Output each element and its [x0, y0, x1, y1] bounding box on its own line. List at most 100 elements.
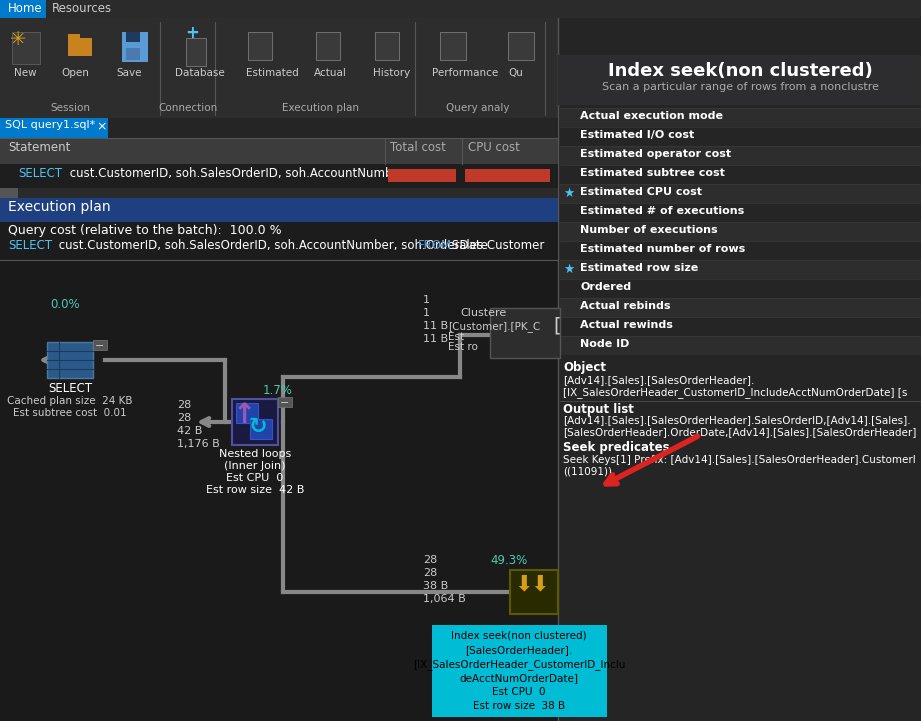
Text: SELECT: SELECT [8, 239, 52, 252]
Bar [440, 32, 466, 60]
Text: Est CPU  0: Est CPU 0 [492, 687, 546, 697]
Text: Est ro: Est ro [448, 342, 478, 352]
Bar [0, 188, 558, 198]
Text: deAcctNumOrderDate]: deAcctNumOrderDate] [460, 673, 578, 683]
Text: Index seek(non clustered): Index seek(non clustered) [451, 631, 587, 641]
Text: ((11091)): ((11091)) [563, 467, 612, 477]
Bar [560, 317, 921, 336]
Text: Performance: Performance [432, 68, 498, 78]
Text: Actual rewinds: Actual rewinds [580, 320, 673, 330]
Text: 38 B: 38 B [423, 581, 449, 591]
Text: History: History [373, 68, 410, 78]
Bar [558, 55, 921, 105]
Text: Clustere: Clustere [460, 308, 507, 318]
Bar [560, 336, 921, 355]
Text: ⬇: ⬇ [514, 574, 532, 594]
Text: Est: Est [448, 332, 464, 342]
Text: cust.CustomerID, soh.SalesOrderID, soh.AccountNumber,...: cust.CustomerID, soh.SalesOrderID, soh.A… [66, 167, 420, 180]
Text: ★: ★ [563, 187, 575, 200]
Text: Estimated # of executions: Estimated # of executions [580, 206, 744, 216]
Bar [68, 34, 80, 40]
Bar [560, 298, 921, 317]
Bar [560, 108, 921, 127]
Text: Object: Object [563, 361, 606, 374]
Text: [: [ [553, 316, 561, 335]
Text: Home: Home [8, 2, 42, 15]
Bar [625, 32, 655, 60]
Text: [SalesOrderHeader].OrderDate,[Adv14].[Sales].[SalesOrderHeader]: [SalesOrderHeader].OrderDate,[Adv14].[Sa… [563, 427, 916, 437]
Bar [0, 198, 558, 222]
Text: 28: 28 [423, 555, 437, 565]
Text: 28: 28 [177, 413, 192, 423]
Bar [248, 32, 272, 60]
Bar [560, 241, 921, 260]
Bar [558, 18, 921, 721]
Text: ↑: ↑ [233, 401, 256, 429]
Text: Ordered: Ordered [580, 282, 631, 292]
Bar [0, 222, 558, 260]
Text: Open: Open [61, 68, 88, 78]
Bar [0, 260, 558, 721]
Text: Qu: Qu [508, 68, 523, 78]
Text: Estimated: Estimated [246, 68, 298, 78]
Text: Query analy: Query analy [447, 103, 509, 113]
Text: [SalesOrderHeader].: [SalesOrderHeader]. [465, 645, 573, 655]
Text: Session: Session [50, 103, 90, 113]
Bar [560, 203, 921, 222]
Bar [432, 625, 607, 717]
Text: Estimated I/O cost: Estimated I/O cost [580, 130, 694, 140]
Bar [560, 127, 921, 146]
Bar [748, 32, 778, 60]
Bar [278, 397, 292, 407]
Bar [375, 32, 399, 60]
Text: 1.7%: 1.7% [263, 384, 293, 397]
Text: 49.3%: 49.3% [490, 554, 527, 567]
Text: [Adv14].[Sales].[SalesOrderHeader].SalesOrderID,[Adv14].[Sales].: [Adv14].[Sales].[SalesOrderHeader].Sales… [563, 415, 911, 425]
Text: −: − [95, 341, 104, 351]
Bar [0, 118, 558, 138]
Bar [685, 32, 715, 60]
Text: Save: Save [116, 68, 142, 78]
Text: 11 B: 11 B [423, 334, 449, 344]
Text: Nested loops: Nested loops [219, 449, 291, 459]
Text: Execution plan: Execution plan [8, 200, 111, 214]
Bar [560, 222, 921, 241]
Bar [0, 138, 558, 164]
Text: Total cost: Total cost [390, 141, 446, 154]
Text: Resources: Resources [52, 2, 112, 15]
Text: Actual execution mode: Actual execution mode [580, 111, 723, 121]
Bar [560, 146, 921, 165]
Text: SQL query1.sql*: SQL query1.sql* [5, 120, 95, 130]
Text: −: − [280, 398, 289, 408]
Bar [465, 169, 550, 182]
Text: ↻: ↻ [248, 417, 266, 437]
Text: New: New [14, 68, 37, 78]
Text: Sales.Customer: Sales.Customer [448, 239, 544, 252]
Bar [508, 32, 534, 60]
Text: Output list: Output list [563, 403, 634, 416]
Bar [560, 165, 921, 184]
Bar [68, 38, 92, 56]
Text: Est row size  42 B: Est row size 42 B [205, 485, 304, 495]
Text: [Adv14].[Sales].[SalesOrderHeader].: [Adv14].[Sales].[SalesOrderHeader]. [563, 375, 754, 385]
Bar [0, 164, 558, 188]
Text: Estimated operator cost: Estimated operator cost [580, 149, 731, 159]
Text: +: + [185, 24, 199, 42]
Bar [122, 32, 148, 62]
Text: Estimated subtree cost: Estimated subtree cost [580, 168, 725, 178]
Text: [IX_SalesOrderHeader_CustomerID_IncludeAcctNumOrderDate] [s: [IX_SalesOrderHeader_CustomerID_IncludeA… [563, 387, 907, 398]
Bar [388, 169, 456, 182]
Text: Actual: Actual [314, 68, 347, 78]
Text: CPU cost: CPU cost [468, 141, 519, 154]
Bar [0, 0, 921, 18]
Text: Seek predicates: Seek predicates [563, 441, 670, 454]
Text: Est CPU  0: Est CPU 0 [227, 473, 284, 483]
Text: 1,176 B: 1,176 B [177, 439, 220, 449]
Bar [0, 118, 108, 138]
Bar [560, 184, 921, 203]
Text: 28: 28 [177, 400, 192, 410]
Bar [560, 279, 921, 298]
Text: 42 B: 42 B [177, 426, 203, 436]
Text: Connection: Connection [158, 103, 217, 113]
Text: 11 B: 11 B [423, 321, 449, 331]
